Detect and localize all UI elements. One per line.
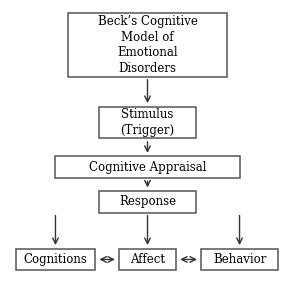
Text: Response: Response (119, 195, 176, 208)
Text: Cognitions: Cognitions (24, 253, 87, 266)
Text: Behavior: Behavior (213, 253, 266, 266)
Text: Cognitive Appraisal: Cognitive Appraisal (89, 161, 206, 174)
FancyBboxPatch shape (201, 249, 278, 270)
Text: Beck’s Cognitive
Model of
Emotional
Disorders: Beck’s Cognitive Model of Emotional Diso… (98, 15, 197, 75)
FancyBboxPatch shape (55, 157, 240, 178)
FancyBboxPatch shape (99, 191, 196, 213)
Text: Affect: Affect (130, 253, 165, 266)
FancyBboxPatch shape (16, 249, 95, 270)
FancyBboxPatch shape (119, 249, 176, 270)
Text: Stimulus
(Trigger): Stimulus (Trigger) (120, 108, 175, 137)
FancyBboxPatch shape (99, 107, 196, 139)
FancyBboxPatch shape (68, 13, 227, 76)
